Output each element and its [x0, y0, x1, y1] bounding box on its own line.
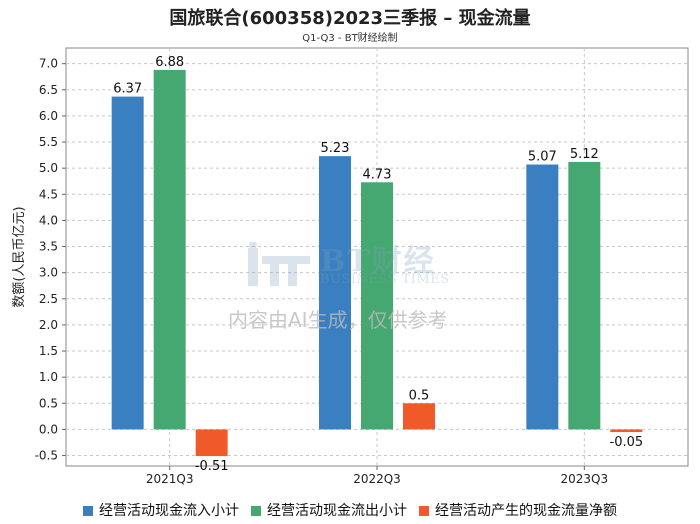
- watermark-logo-icon: [248, 242, 310, 286]
- legend: 经营活动现金流入小计 经营活动现金流出小计 经营活动产生的现金流量净额: [0, 500, 700, 520]
- y-tick-label: 0.0: [39, 422, 58, 436]
- watermark-brand-en: BUSINESS TIMES: [320, 272, 450, 287]
- bar: [610, 429, 643, 433]
- bar-value-label: 5.23: [321, 141, 350, 156]
- y-tick-label: 7.0: [39, 57, 58, 71]
- y-tick-label: 4.5: [39, 187, 58, 201]
- watermark: BT财经 BUSINESS TIMES: [248, 236, 468, 296]
- bar: [111, 96, 144, 430]
- bar-value-label: 5.07: [528, 150, 557, 165]
- y-tick-label: 3.5: [39, 240, 58, 254]
- bar-value-label: -0.51: [195, 459, 229, 474]
- watermark-brand-cn: BT财经: [320, 244, 436, 279]
- y-tick-label: 5.0: [39, 161, 58, 175]
- legend-item: 经营活动现金流入小计: [83, 500, 239, 520]
- legend-label: 经营活动现金流入小计: [99, 503, 239, 519]
- y-tick-label: 6.5: [39, 83, 58, 97]
- bar-value-label: 5.12: [570, 147, 599, 162]
- bar: [195, 429, 228, 457]
- legend-label: 经营活动产生的现金流量净额: [435, 503, 617, 519]
- legend-item: 经营活动现金流出小计: [251, 500, 407, 520]
- legend-swatch: [83, 506, 93, 516]
- bar-value-label: 6.37: [113, 82, 142, 97]
- bar: [319, 156, 351, 430]
- watermark-note: 内容由AI生成，仅供参考: [228, 308, 448, 332]
- bar: [568, 161, 601, 430]
- y-tick-label: 1.0: [39, 370, 58, 384]
- y-tick-label: -0.5: [35, 449, 58, 463]
- bar-value-label: 4.73: [363, 167, 392, 182]
- axes: -0.5 0.0 0.5 1.0 1.5 2.0 2.5 3.0 3.5 4.0 4.5 5.0 5.5…: [12, 57, 608, 486]
- legend-label: 经营活动现金流出小计: [267, 503, 407, 519]
- data-labels: 6.37 6.88 -0.51 5.23 4.73 0.5 5.07 5.12 -0.05: [113, 55, 643, 474]
- bar-value-label: 0.5: [409, 388, 430, 403]
- y-tick-label: 5.5: [39, 135, 58, 149]
- bar-value-label: -0.05: [610, 435, 644, 450]
- bars: [111, 69, 643, 457]
- chart-subtitle: Q1-Q3 - BT财经绘制: [302, 33, 398, 44]
- y-axis-title: 数额(人民币亿元): [12, 206, 27, 307]
- chart-title: 国旅联合(600358)2023三季报 – 现金流量: [169, 8, 531, 29]
- x-tick-label: 2021Q3: [146, 472, 194, 486]
- chart-plot: -0.5 0.0 0.5 1.0 1.5 2.0 2.5 3.0 3.5 4.0 4.5 5.0 5.5…: [12, 47, 689, 486]
- bar: [403, 403, 435, 430]
- y-tick-label: 1.5: [39, 344, 58, 358]
- legend-item: 经营活动产生的现金流量净额: [419, 500, 617, 520]
- y-tick-label: 2.5: [39, 292, 58, 306]
- bar: [153, 69, 186, 430]
- x-tick-label: 2023Q3: [561, 472, 609, 486]
- y-tick-label: 4.0: [39, 213, 58, 227]
- x-tick-label: 2022Q3: [353, 472, 401, 486]
- y-tick-label: 2.0: [39, 318, 58, 332]
- y-tick-label: 3.0: [39, 266, 58, 280]
- y-tick-label: 0.5: [39, 396, 58, 410]
- legend-swatch: [251, 506, 261, 516]
- y-tick-label: 6.0: [39, 109, 58, 123]
- bar: [526, 164, 559, 430]
- bar: [361, 182, 393, 430]
- bar-value-label: 6.88: [155, 55, 184, 70]
- legend-swatch: [419, 506, 429, 516]
